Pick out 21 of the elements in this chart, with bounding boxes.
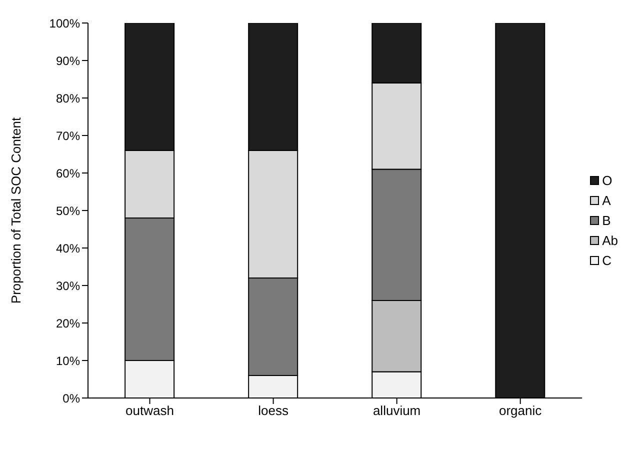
y-tick-label: 70% (56, 128, 80, 143)
x-tick-label: alluvium (372, 403, 421, 418)
y-tick-label: 80% (56, 91, 80, 106)
y-tick-label: 100% (49, 16, 80, 30)
x-tick-label: outwash (126, 403, 174, 418)
legend-label: O (602, 173, 612, 188)
y-tick-label: 30% (56, 278, 80, 293)
legend-label: A (602, 193, 611, 208)
legend-label: B (602, 213, 611, 228)
x-tick-label: loess (258, 403, 289, 418)
y-axis-title: Proportion of Total SOC Content (8, 117, 24, 304)
y-tick-label: 90% (56, 54, 80, 68)
y-tick-label: 0% (62, 391, 80, 406)
y-tick-label: 50% (56, 204, 80, 218)
legend-label: Ab (602, 233, 618, 248)
legend-label: C (602, 253, 612, 268)
y-tick-label: 40% (56, 241, 80, 256)
x-tick-label: organic (499, 403, 542, 418)
y-tick-label: 10% (56, 354, 80, 368)
y-tick-label: 60% (56, 166, 80, 180)
y-tick-label: 20% (56, 316, 80, 330)
